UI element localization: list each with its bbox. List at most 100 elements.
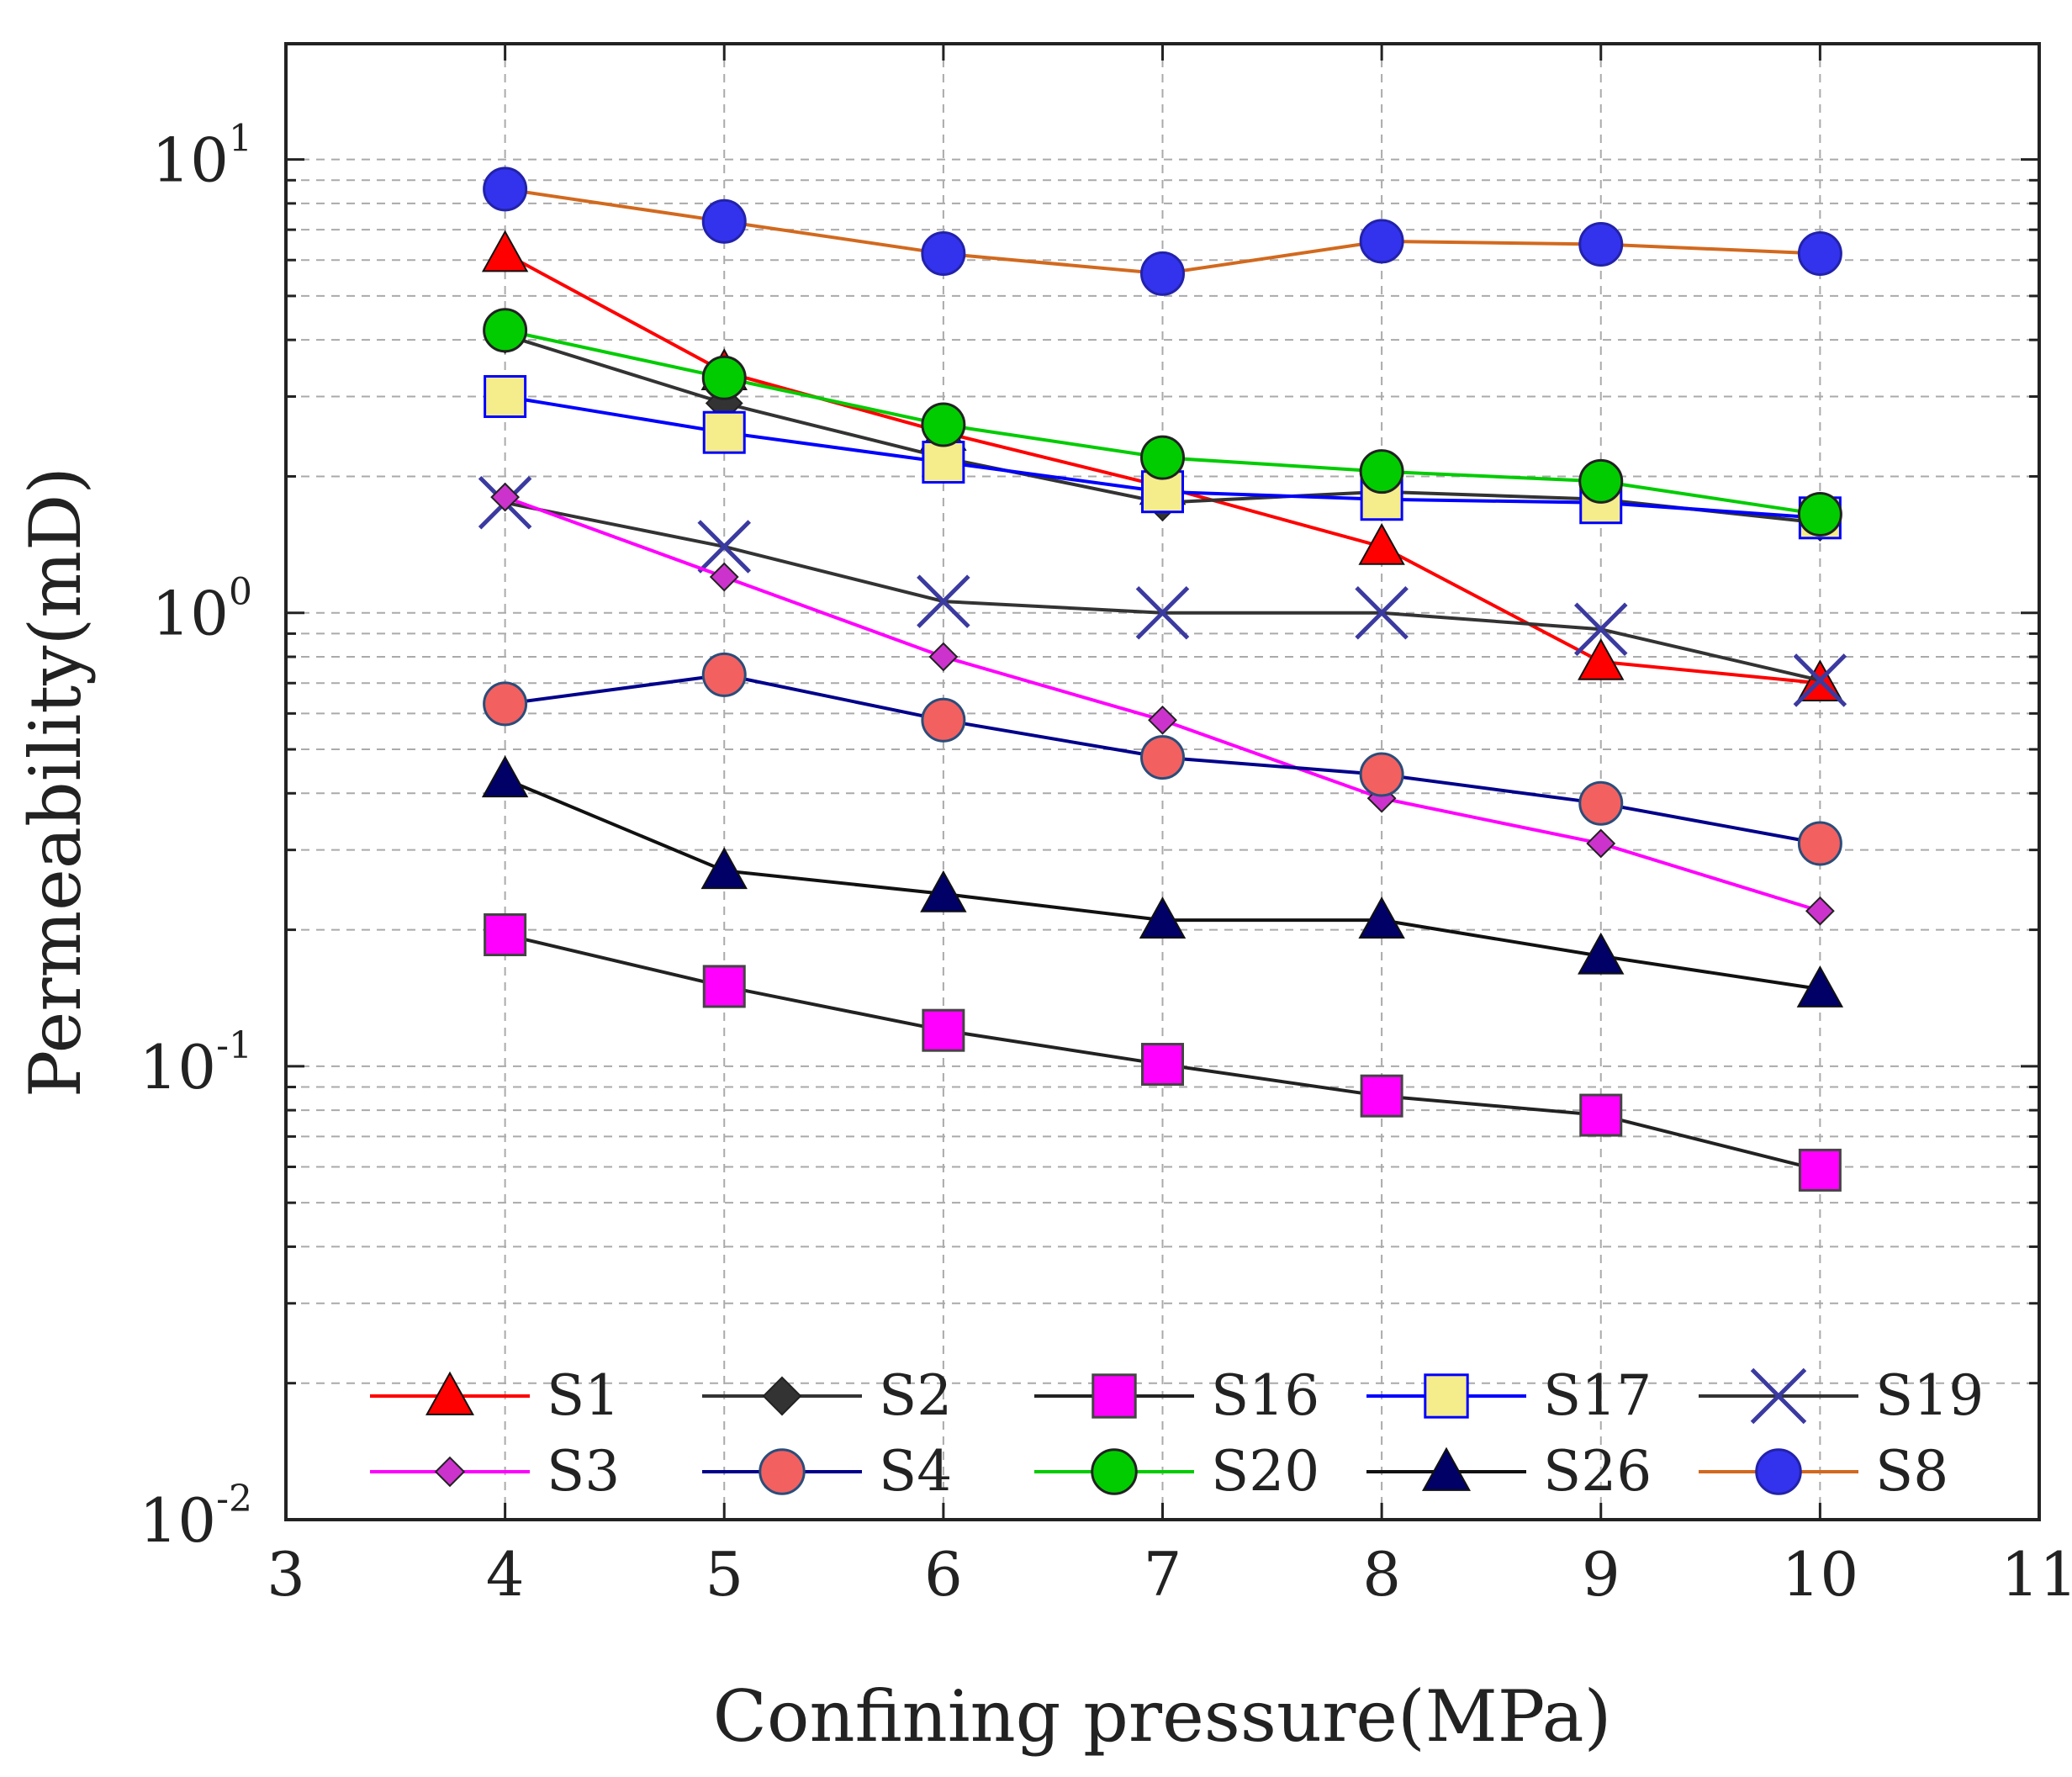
legend-item-s16: S16 [1034,1363,1319,1428]
marker-s1 [426,1371,474,1415]
marker-s16 [1141,1043,1184,1087]
legend-label: S1 [547,1363,620,1428]
marker-s16 [1798,1148,1842,1192]
y-tick-label: 101 [151,118,252,196]
legend-item-s3: S3 [370,1439,620,1504]
marker-s4 [1797,821,1842,866]
marker-s20 [1359,449,1404,494]
x-tick-label: 3 [267,1539,305,1610]
marker-s26 [1422,1446,1471,1491]
legend-item-s20: S20 [1034,1439,1319,1504]
marker-s3 [490,482,521,512]
marker-s4 [1578,780,1624,826]
legend-item-s26: S26 [1366,1439,1652,1504]
series-s4 [483,652,1842,866]
marker-s3 [434,1456,466,1488]
legend-label: S4 [879,1439,952,1504]
marker-s8 [1797,231,1842,277]
marker-s8 [1140,251,1185,296]
marker-s26 [481,755,529,798]
marker-s4 [1140,735,1185,780]
series-s26 [481,755,1844,1007]
legend-label: S8 [1875,1439,1948,1504]
marker-s19 [697,520,752,574]
marker-s8 [1359,219,1404,264]
legend-label: S26 [1543,1439,1652,1504]
x-tick-label: 6 [924,1539,963,1610]
y-tick-label: 10-2 [140,1478,253,1556]
marker-s4 [483,681,528,727]
marker-s3 [1148,705,1177,735]
marker-s19 [1355,585,1409,640]
legend-label: S2 [879,1363,952,1428]
marker-s16 [922,1008,965,1052]
marker-s8 [1578,221,1624,267]
marker-s1 [1578,637,1625,680]
marker-s4 [701,652,747,697]
grid-lines [286,44,2039,1520]
marker-s26 [1358,896,1405,939]
legend-item-s4: S4 [702,1439,952,1504]
marker-s17 [484,375,527,419]
x-tick-label: 11 [2001,1539,2072,1610]
marker-s26 [700,847,748,890]
legend-item-s19: S19 [1699,1363,1984,1428]
marker-s19 [917,574,970,628]
marker-s20 [1797,491,1842,537]
marker-s26 [1796,965,1844,1007]
marker-s4 [1359,752,1404,797]
x-tick-label: 7 [1144,1539,1182,1610]
legend-item-s2: S2 [702,1363,952,1428]
marker-s26 [920,870,967,912]
legend-label: S3 [547,1439,620,1504]
marker-s8 [701,198,747,244]
x-tick-label: 5 [705,1539,743,1610]
marker-s17 [702,410,746,454]
marker-s17 [922,441,965,484]
marker-s20 [1140,435,1185,480]
series-s16 [484,913,1842,1192]
legend-label: S17 [1543,1363,1652,1428]
legend-item-s1: S1 [370,1363,620,1428]
marker-s2 [762,1376,802,1416]
marker-s26 [1139,896,1187,939]
marker-s20 [921,402,966,447]
marker-s4 [921,697,966,743]
marker-s1 [481,230,529,272]
marker-s4 [758,1448,806,1495]
marker-s20 [1091,1448,1138,1495]
legend-label: S20 [1211,1439,1319,1504]
marker-s3 [709,562,739,592]
series-s20 [483,308,1842,537]
marker-s26 [1578,932,1625,975]
y-axis-title: Permeability(mD) [14,467,97,1097]
marker-s20 [1578,458,1624,504]
y-tick-label: 100 [151,571,252,649]
legend-label: S19 [1875,1363,1984,1428]
legend-label: S16 [1211,1363,1319,1428]
series-s8 [483,167,1842,296]
marker-s16 [1360,1074,1403,1118]
legend: S1 S2 S16 S17 S19 S3 S4 S20 S26 S8 [370,1363,1984,1504]
marker-s16 [1092,1373,1137,1419]
marker-s3 [1805,896,1835,926]
y-tick-label: 10-1 [140,1024,253,1103]
marker-s19 [1135,585,1190,640]
marker-s16 [484,913,527,957]
series-layer [478,167,1847,1192]
marker-s17 [1424,1373,1469,1419]
marker-s8 [1755,1448,1802,1495]
marker-s20 [701,355,747,400]
marker-s3 [1586,828,1616,859]
marker-s16 [702,965,746,1008]
legend-item-s17: S17 [1366,1363,1652,1428]
x-tick-label: 10 [1782,1539,1859,1610]
x-axis-title: Confining pressure(MPa) [713,1675,1612,1758]
legend-item-s8: S8 [1699,1439,1948,1504]
marker-s19 [1750,1367,1807,1425]
marker-s20 [483,308,528,353]
x-tick-label: 8 [1362,1539,1401,1610]
marker-s16 [1579,1093,1623,1137]
marker-s3 [928,642,959,672]
